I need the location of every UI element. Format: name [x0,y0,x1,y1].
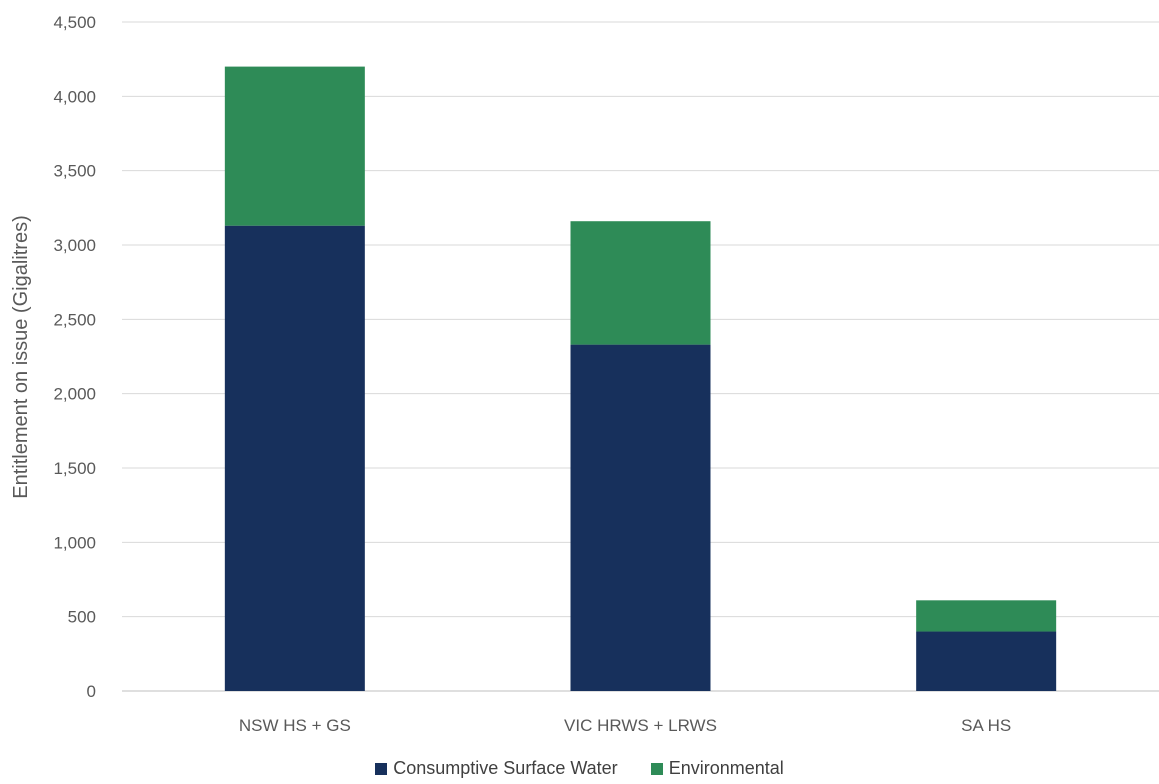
x-tick-label: VIC HRWS + LRWS [564,716,717,735]
bar-environmental [570,221,711,345]
x-axis-ticks: NSW HS + GS VIC HRWS + LRWS SA HS [239,716,1011,735]
y-axis-title: Entitlement on issue (Gigalitres) [10,215,32,498]
y-tick-label: 0 [87,682,96,701]
bar-environmental [916,600,1057,632]
y-tick-label: 1,000 [53,533,96,552]
bar-consumptive [224,225,365,691]
legend-label-consumptive: Consumptive Surface Water [393,758,618,778]
y-tick-label: 4,000 [53,87,96,106]
legend: Consumptive Surface Water Environmental [0,758,1159,780]
legend-swatch-consumptive [375,762,388,775]
y-tick-label: 3,000 [53,236,96,255]
bar-environmental [224,66,365,226]
bar-consumptive [570,344,711,691]
y-tick-label: 4,500 [53,13,96,32]
legend-label-environmental: Environmental [668,758,784,778]
x-tick-label: SA HS [961,716,1011,735]
legend-swatch-environmental [650,762,663,775]
legend-item-environmental: Environmental [650,758,784,779]
y-tick-label: 2,000 [53,385,96,404]
y-tick-label: 1,500 [53,459,96,478]
y-axis-ticks: 0 500 1,000 1,500 2,000 2,500 3,000 3,500 4,000 4… [53,13,96,701]
y-tick-label: 500 [68,608,96,627]
legend-item-consumptive: Consumptive Surface Water [375,758,618,779]
y-tick-label: 3,500 [53,162,96,181]
bars [224,66,1057,691]
y-tick-label: 2,500 [53,310,96,329]
bar-consumptive [916,631,1057,691]
x-tick-label: NSW HS + GS [239,716,351,735]
